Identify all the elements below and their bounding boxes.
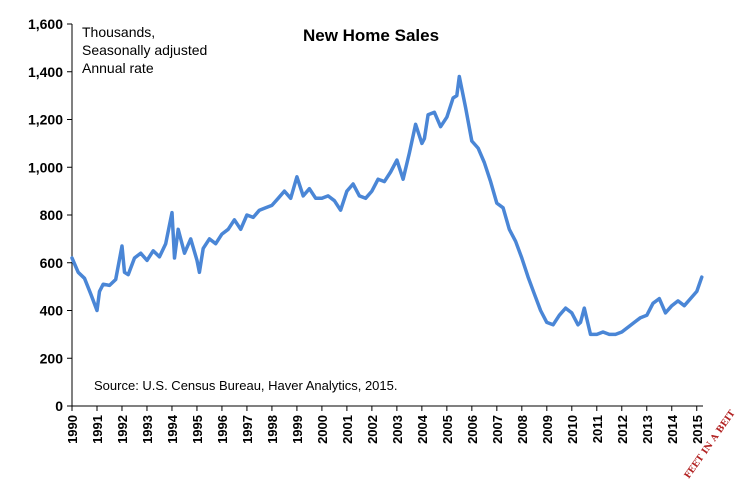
x-tick-label: 2012 <box>615 415 630 444</box>
x-tick-label: 1995 <box>190 415 205 444</box>
x-tick-label: 2005 <box>440 415 455 444</box>
x-tick-label: 2006 <box>465 415 480 444</box>
x-tick-label: 2004 <box>415 414 430 444</box>
x-tick-label: 2010 <box>565 415 580 444</box>
x-tick-label: 2007 <box>490 415 505 444</box>
y-tick-label: 200 <box>40 350 64 366</box>
y-tick-label: 1,400 <box>28 64 63 80</box>
x-tick-label: 1992 <box>115 415 130 444</box>
y-tick-label: 1,200 <box>28 112 63 128</box>
x-tick-label: 2014 <box>665 414 680 444</box>
y-tick-label: 1,000 <box>28 159 63 175</box>
y-tick-label: 600 <box>40 255 64 271</box>
x-tick-label: 2011 <box>590 415 605 443</box>
unit-note-line-1: Thousands, <box>82 24 155 40</box>
y-tick-label: 800 <box>40 207 64 223</box>
y-tick-group: 0 200 400 600 800 1,000 1,200 1,400 1,600 <box>28 16 72 414</box>
unit-note-line-2: Seasonally adjusted <box>82 42 207 58</box>
x-tick-label: 2015 <box>690 415 705 444</box>
x-tick-label: 2001 <box>340 415 355 444</box>
x-tick-label: 2008 <box>515 415 530 444</box>
source-note: Source: U.S. Census Bureau, Haver Analyt… <box>94 378 398 393</box>
x-tick-label: 1994 <box>165 414 180 444</box>
x-tick-label: 1993 <box>140 415 155 444</box>
x-tick-label: 2000 <box>315 415 330 444</box>
x-tick-label: 1998 <box>265 415 280 444</box>
x-tick-label: 1996 <box>215 415 230 444</box>
y-tick-label: 0 <box>55 398 63 414</box>
unit-note-line-3: Annual rate <box>82 60 154 76</box>
series-line-new-home-sales <box>70 74 704 337</box>
x-tick-label: 1991 <box>90 415 105 444</box>
x-tick-label: 1990 <box>65 415 80 444</box>
x-tick-label: 2002 <box>365 415 380 444</box>
x-tick-label: 2013 <box>640 415 655 444</box>
chart-title: New Home Sales <box>303 26 439 45</box>
x-tick-group: 1990 1991 1992 1993 1994 1995 1996 1997 1998 1999… <box>65 406 705 444</box>
x-tick-label: 1999 <box>290 415 305 444</box>
y-tick-label: 1,600 <box>28 16 63 32</box>
x-tick-label: 2003 <box>390 415 405 444</box>
x-tick-label: 1997 <box>240 415 255 444</box>
x-tick-label: 2009 <box>540 415 555 444</box>
y-tick-label: 400 <box>40 303 64 319</box>
